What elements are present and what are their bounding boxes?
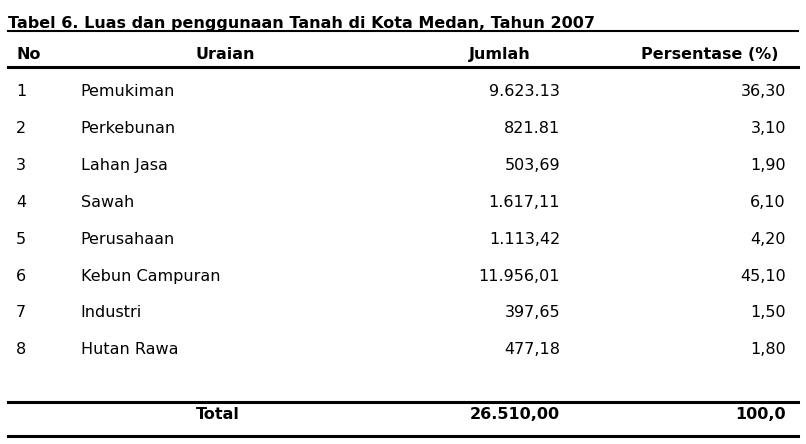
Text: 3: 3 xyxy=(16,158,26,173)
Text: 821.81: 821.81 xyxy=(504,121,560,136)
Text: 11.956,01: 11.956,01 xyxy=(479,269,560,284)
Text: 1,80: 1,80 xyxy=(750,342,786,357)
Text: 4,20: 4,20 xyxy=(750,232,786,247)
Text: 2: 2 xyxy=(16,121,27,136)
Text: 9.623.13: 9.623.13 xyxy=(489,84,560,99)
Text: Jumlah: Jumlah xyxy=(469,47,530,62)
Text: 8: 8 xyxy=(16,342,27,357)
Text: 397,65: 397,65 xyxy=(505,305,560,321)
Text: Total: Total xyxy=(196,407,239,422)
Text: Persentase (%): Persentase (%) xyxy=(641,47,778,62)
Text: Perkebunan: Perkebunan xyxy=(81,121,176,136)
Text: Tabel 6. Luas dan penggunaan Tanah di Kota Medan, Tahun 2007: Tabel 6. Luas dan penggunaan Tanah di Ko… xyxy=(8,16,595,31)
Text: Sawah: Sawah xyxy=(81,195,134,210)
Text: 100,0: 100,0 xyxy=(735,407,786,422)
Text: Perusahaan: Perusahaan xyxy=(81,232,175,247)
Text: 1,90: 1,90 xyxy=(750,158,786,173)
Text: 1,50: 1,50 xyxy=(750,305,786,321)
Text: 5: 5 xyxy=(16,232,27,247)
Text: 1: 1 xyxy=(16,84,27,99)
Text: No: No xyxy=(16,47,40,62)
Text: 1.617,11: 1.617,11 xyxy=(488,195,560,210)
Text: 503,69: 503,69 xyxy=(505,158,560,173)
Text: 477,18: 477,18 xyxy=(505,342,560,357)
Text: 1.113,42: 1.113,42 xyxy=(489,232,560,247)
Text: Hutan Rawa: Hutan Rawa xyxy=(81,342,178,357)
Text: Uraian: Uraian xyxy=(196,47,256,62)
Text: 7: 7 xyxy=(16,305,27,321)
Text: 3,10: 3,10 xyxy=(750,121,786,136)
Text: Kebun Campuran: Kebun Campuran xyxy=(81,269,220,284)
Text: 6: 6 xyxy=(16,269,27,284)
Text: 6,10: 6,10 xyxy=(750,195,786,210)
Text: Industri: Industri xyxy=(81,305,142,321)
Text: Lahan Jasa: Lahan Jasa xyxy=(81,158,168,173)
Text: 36,30: 36,30 xyxy=(741,84,786,99)
Text: 45,10: 45,10 xyxy=(740,269,786,284)
Text: 26.510,00: 26.510,00 xyxy=(470,407,560,422)
Text: Pemukiman: Pemukiman xyxy=(81,84,175,99)
Text: 4: 4 xyxy=(16,195,27,210)
